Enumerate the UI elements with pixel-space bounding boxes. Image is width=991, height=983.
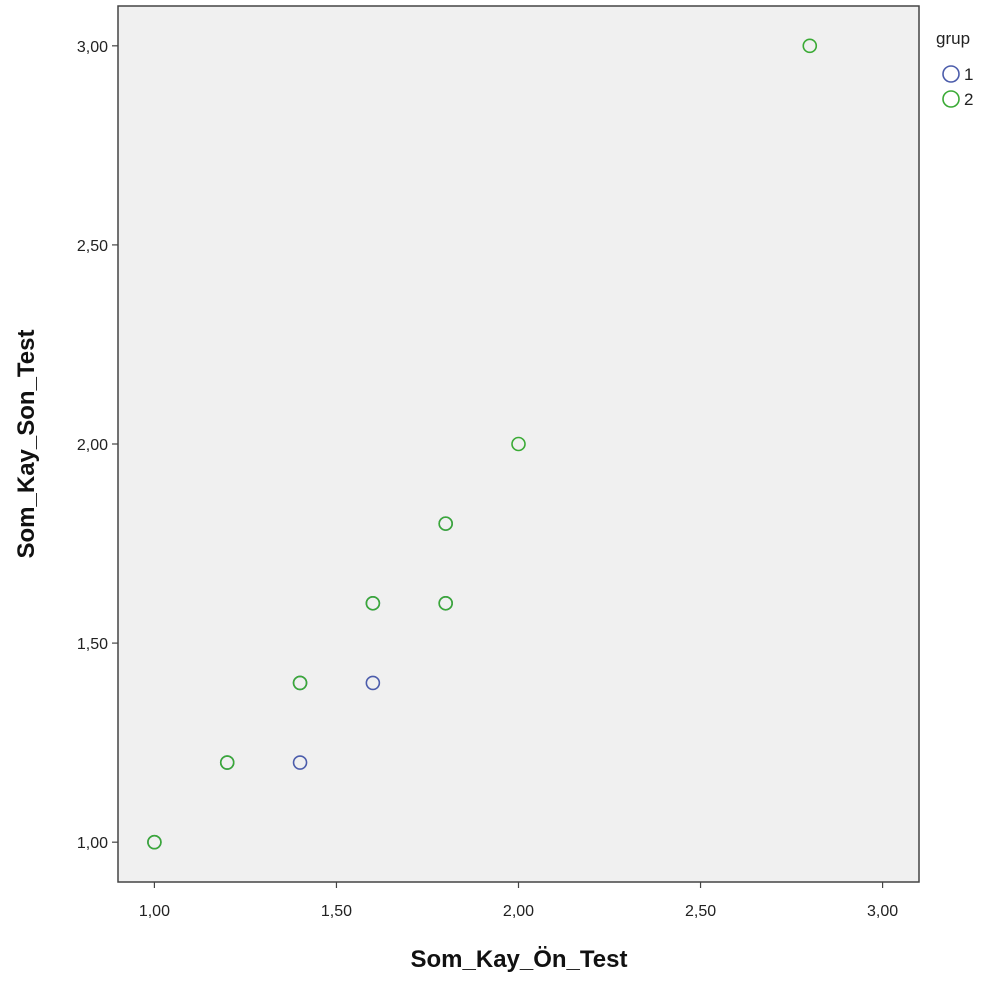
data-point-series-1 <box>365 675 381 691</box>
x-tick-label: 2,00 <box>503 903 534 920</box>
data-point-series-2 <box>147 834 162 850</box>
data-point-series-2 <box>511 436 526 452</box>
data-point-series-2 <box>219 755 235 770</box>
legend-label: 1 <box>964 65 973 84</box>
legend-entries: 12 <box>942 65 973 109</box>
legend-title: grup <box>936 29 970 48</box>
legend: grup 12 <box>936 29 973 109</box>
data-point-series-2 <box>292 675 308 691</box>
data-point-series-1 <box>292 755 308 770</box>
x-tick-label: 1,00 <box>139 903 170 920</box>
x-axis-title: Som_Kay_Ön_Test <box>411 946 628 973</box>
legend-marker <box>942 90 960 108</box>
plot-background <box>117 5 920 883</box>
y-tick-label: 1,00 <box>77 835 108 852</box>
data-point-series-2 <box>438 516 453 531</box>
x-tick-label: 2,50 <box>685 903 716 920</box>
x-tick-label: 3,00 <box>867 903 898 920</box>
data-point-series-2 <box>438 595 453 611</box>
data-point-series-2 <box>802 38 818 54</box>
y-axis-title: Som_Kay_Son_Test <box>13 330 40 559</box>
y-tick-label: 1,50 <box>77 636 108 653</box>
y-tick-label: 2,50 <box>77 238 108 255</box>
x-axis: 1,00 1,50 2,00 2,50 3,00 <box>139 882 898 920</box>
legend-label: 2 <box>964 90 973 109</box>
y-tick-label: 2,00 <box>77 437 108 454</box>
data-points <box>147 38 818 850</box>
data-point-series-2 <box>365 595 381 611</box>
x-tick-label: 1,50 <box>321 903 352 920</box>
plot-area <box>117 5 920 883</box>
legend-marker <box>942 65 960 83</box>
y-axis: 1,00 1,50 2,00 2,50 3,00 <box>77 39 118 852</box>
y-tick-label: 3,00 <box>77 39 108 56</box>
